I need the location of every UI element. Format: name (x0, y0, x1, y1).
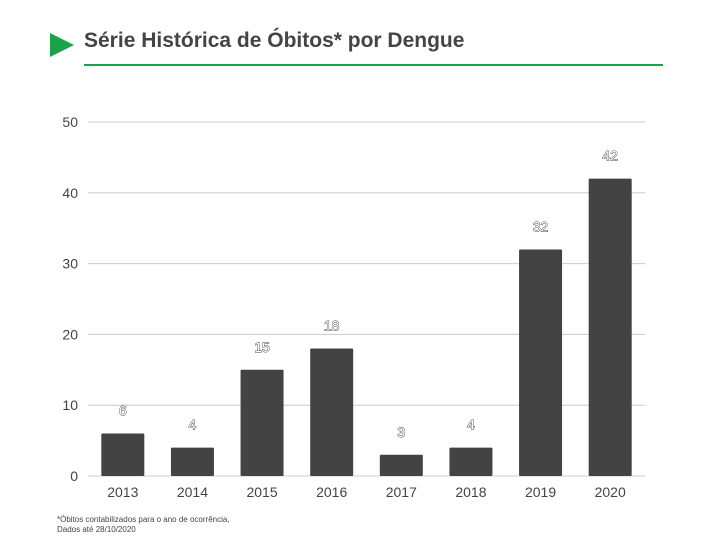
bar (240, 369, 284, 476)
bar (449, 447, 493, 476)
data-label: 4 (189, 417, 197, 433)
bar (101, 433, 145, 476)
data-label: 4 (467, 417, 475, 433)
bar (588, 178, 632, 476)
data-label: 18 (324, 318, 340, 334)
data-label: 42 (602, 148, 618, 164)
footnote-line-2: Dados até 28/10/2020 (57, 525, 136, 534)
y-tick-label: 40 (62, 185, 78, 201)
x-tick-label: 2015 (246, 484, 277, 500)
x-tick-label: 2019 (525, 484, 556, 500)
x-tick-label: 2018 (455, 484, 486, 500)
y-tick-label: 10 (62, 397, 78, 413)
y-tick-label: 30 (62, 256, 78, 272)
x-tick-label: 2017 (386, 484, 417, 500)
x-tick-label: 2016 (316, 484, 347, 500)
y-tick-label: 20 (62, 326, 78, 342)
title-underline (84, 64, 663, 66)
y-tick-label: 50 (62, 114, 78, 130)
bar (310, 348, 354, 476)
data-label: 6 (119, 403, 127, 419)
data-label: 15 (254, 339, 270, 355)
bar (379, 454, 423, 476)
footnote-line-1: *Óbitos contabilizados para o ano de oco… (57, 515, 230, 524)
data-label: 3 (397, 424, 405, 440)
bar (170, 447, 214, 476)
data-label: 32 (533, 218, 549, 234)
x-tick-label: 2014 (177, 484, 208, 500)
footnote: *Óbitos contabilizados para o ano de oco… (57, 515, 230, 535)
bar (519, 249, 563, 476)
x-tick-label: 2020 (595, 484, 626, 500)
play-triangle-icon (50, 33, 74, 57)
y-tick-label: 0 (70, 468, 78, 484)
chart-title: Série Histórica de Óbitos* por Dengue (84, 29, 465, 52)
x-tick-label: 2013 (107, 484, 138, 500)
